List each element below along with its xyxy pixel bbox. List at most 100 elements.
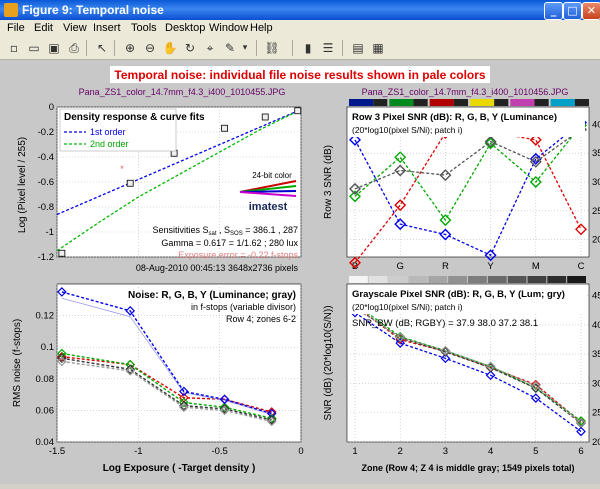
print-icon[interactable]: ⎙ [69, 41, 79, 55]
colorbar-icon[interactable]: ▮ [304, 41, 312, 55]
pan-hand-icon[interactable]: ✋ [162, 41, 178, 55]
row3-series-line [354, 128, 582, 190]
rms-x-tick-label: -1.5 [49, 446, 65, 457]
row3-color-patch [550, 99, 575, 106]
menu-file[interactable]: File [7, 22, 25, 34]
link-plot-icon[interactable]: ⛓ [264, 41, 280, 55]
gray-point-marker [576, 416, 586, 426]
menu-bar: File Edit View Insert Tools Desktop Wind… [0, 20, 600, 37]
gray-x-tick-label: 5 [533, 446, 538, 457]
color-depth-label: 24-bit color [252, 171, 292, 180]
row3-x-tick-label: B [352, 261, 358, 272]
gray-point-marker [485, 361, 496, 372]
row3-y-tick-label: 25 [592, 206, 600, 217]
density-y-tick-label: 0 [49, 102, 54, 113]
imatest-logo: imatest [249, 201, 288, 213]
density-series-1st-order [56, 108, 302, 216]
gray-point-marker [576, 417, 586, 428]
menu-edit[interactable]: Edit [34, 22, 53, 34]
row3-point-marker [529, 152, 542, 165]
rms-y-tick-label: 0.06 [36, 405, 55, 416]
row3-point-marker [394, 151, 407, 164]
menu-insert[interactable]: Insert [93, 22, 121, 34]
row3-point-marker [529, 133, 542, 146]
gray-x-tick-label: 2 [398, 446, 403, 457]
chevron-down-icon[interactable]: ▾ [242, 43, 248, 53]
row3-point-marker [484, 249, 497, 262]
menu-view[interactable]: View [63, 22, 87, 34]
plot-browser-icon[interactable]: ▤ [352, 41, 364, 55]
pointer-icon[interactable]: ↖ [96, 41, 108, 55]
gray-zone-strip [349, 276, 586, 283]
brush-icon[interactable]: ✎ [224, 41, 236, 55]
density-y-tick-label: -0.6 [38, 177, 54, 188]
gamma-text: Gamma = 0.617 = 1/1.62 ; 280 lux [161, 238, 298, 248]
gray-y-tick-label: 40 [592, 320, 600, 331]
density-y-tick-label: -0.4 [38, 152, 54, 163]
sensitivities-text: Sensitivities Ssat , SSOS = 386.1 , 287 [152, 225, 298, 237]
figure-plot-area[interactable]: Temporal noise: individual file noise re… [0, 60, 600, 484]
rms-y-tick-label: 0.12 [36, 311, 55, 322]
row3-title: Row 3 Pixel SNR (dB): R, G, B, Y (Lumina… [352, 112, 557, 123]
gray-subtitle: (20*log10(pixel S/Ni); patch i) [352, 302, 463, 312]
gray-x-tick-label: 1 [352, 446, 357, 457]
gray-zone-patch [487, 276, 507, 283]
gray-zone-patch [468, 276, 487, 283]
menu-tools[interactable]: Tools [131, 22, 157, 34]
maximize-button[interactable]: □ [563, 2, 582, 20]
row3-point-marker [394, 218, 407, 231]
minimize-button[interactable]: _ [544, 2, 563, 20]
row3-point-marker [439, 228, 452, 241]
density-y-tick-label: -0.8 [38, 202, 54, 213]
row3-color-patch [510, 99, 535, 106]
rms-y-tick-label: 0.08 [36, 374, 55, 385]
row3-x-tick-label: G [397, 261, 404, 272]
row3-y-tick-label: 40 [592, 119, 600, 130]
row3-point-marker [349, 182, 361, 195]
rms-point-marker [57, 356, 67, 367]
row3-point-marker [439, 214, 452, 227]
property-editor-icon[interactable]: ▦ [372, 41, 384, 55]
gray-point-marker [395, 338, 406, 348]
new-file-icon[interactable]: ▫ [9, 41, 19, 55]
gray-zone-patch [567, 276, 586, 283]
zoom-in-icon[interactable]: ⊕ [124, 41, 136, 55]
row3-series-line [354, 122, 582, 257]
row3-point-marker [349, 133, 361, 146]
rms-series-line [61, 291, 272, 415]
menu-desktop[interactable]: Desktop [165, 22, 206, 34]
menu-window[interactable]: Window [209, 22, 249, 34]
menu-help[interactable]: Help [250, 22, 273, 34]
legend-icon[interactable]: ☰ [322, 41, 334, 55]
rms-series [57, 287, 277, 427]
matlab-figure-icon [4, 3, 18, 17]
gray-point-marker [485, 362, 496, 373]
rms-y-label: RMS noise (f-stops) [12, 319, 23, 407]
rms-point-marker [219, 403, 230, 414]
row3-y-tick-label: 20 [592, 235, 600, 246]
window-title: Figure 9: Temporal noise [22, 3, 164, 17]
row3-point-marker [529, 176, 542, 188]
open-file-icon[interactable]: ▭ [28, 41, 40, 55]
gray-point-marker [440, 345, 451, 356]
gray-zone-patch [428, 276, 448, 283]
gray-zone-patch [368, 276, 388, 283]
rms-point-marker [179, 402, 189, 413]
density-y-tick-label: -0.2 [38, 127, 54, 138]
rms-subtitle-1: in f-stops (variable divisor) [191, 302, 296, 312]
row3-point-marker [394, 199, 407, 212]
gray-point-marker [530, 380, 541, 391]
close-button[interactable]: ✕ [582, 2, 600, 20]
rotate-3d-icon[interactable]: ↻ [184, 41, 196, 55]
rms-x-label: Log Exposure ( -Target density ) [103, 463, 256, 474]
gray-x-tick-label: 4 [488, 446, 493, 457]
gray-point-marker [395, 332, 406, 343]
data-cursor-icon[interactable]: ⌖ [206, 41, 214, 55]
row3-point-marker [439, 169, 452, 182]
save-icon[interactable]: ▣ [48, 41, 60, 55]
row3-title-box [349, 109, 585, 137]
row3-point-marker [529, 155, 542, 168]
gray-zone-patch [448, 276, 467, 283]
zoom-out-icon[interactable]: ⊖ [144, 41, 156, 55]
